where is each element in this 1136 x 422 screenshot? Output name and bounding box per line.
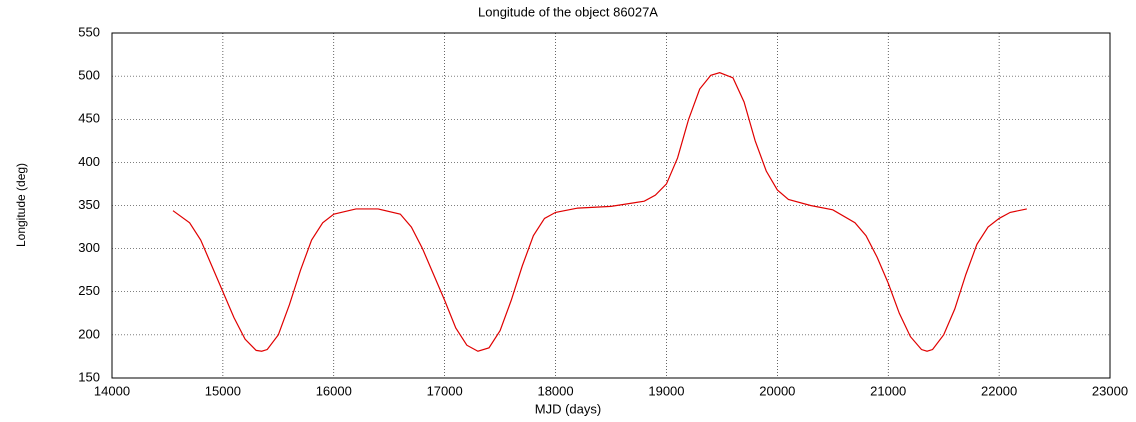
y-tick-label: 150 (78, 369, 100, 384)
y-tick-label: 200 (78, 326, 100, 341)
chart-title: Longitude of the object 86027A (478, 4, 658, 19)
x-tick-label: 16000 (316, 383, 352, 398)
x-axis-label: MJD (days) (535, 401, 601, 416)
x-tick-label: 23000 (1092, 383, 1128, 398)
x-tick-label: 18000 (537, 383, 573, 398)
x-tick-label: 15000 (205, 383, 241, 398)
y-tick-label: 250 (78, 283, 100, 298)
x-tick-label: 22000 (981, 383, 1017, 398)
x-tick-label: 21000 (870, 383, 906, 398)
x-tick-label: 19000 (648, 383, 684, 398)
x-tick-label: 17000 (427, 383, 463, 398)
y-tick-label: 500 (78, 68, 100, 83)
data-line (172, 72, 1027, 352)
y-tick-label: 350 (78, 197, 100, 212)
y-axis-label: Longitude (deg) (14, 163, 28, 247)
y-tick-label: 300 (78, 240, 100, 255)
y-tick-label: 550 (78, 24, 100, 39)
x-tick-label: 20000 (759, 383, 795, 398)
x-tick-label: 14000 (94, 383, 130, 398)
y-tick-label: 450 (78, 111, 100, 126)
y-tick-label: 400 (78, 154, 100, 169)
